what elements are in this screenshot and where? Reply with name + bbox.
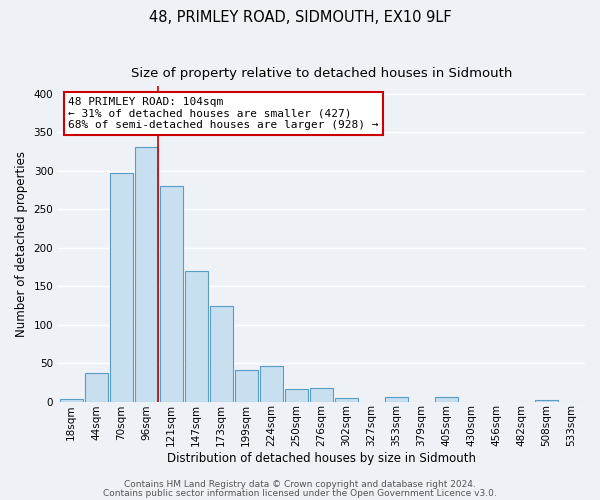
Bar — [210, 306, 233, 402]
Bar — [135, 148, 158, 402]
Bar — [335, 398, 358, 402]
Text: Contains public sector information licensed under the Open Government Licence v3: Contains public sector information licen… — [103, 489, 497, 498]
Bar — [535, 400, 558, 402]
Text: 48, PRIMLEY ROAD, SIDMOUTH, EX10 9LF: 48, PRIMLEY ROAD, SIDMOUTH, EX10 9LF — [149, 10, 451, 25]
Bar — [110, 173, 133, 402]
Bar — [285, 389, 308, 402]
Bar — [235, 370, 258, 402]
Bar — [435, 397, 458, 402]
Bar — [60, 399, 83, 402]
Title: Size of property relative to detached houses in Sidmouth: Size of property relative to detached ho… — [131, 68, 512, 80]
Bar — [185, 270, 208, 402]
Bar — [310, 388, 333, 402]
Text: Contains HM Land Registry data © Crown copyright and database right 2024.: Contains HM Land Registry data © Crown c… — [124, 480, 476, 489]
Bar — [160, 186, 183, 402]
Bar — [260, 366, 283, 402]
Bar — [85, 373, 108, 402]
X-axis label: Distribution of detached houses by size in Sidmouth: Distribution of detached houses by size … — [167, 452, 476, 465]
Bar — [385, 397, 408, 402]
Text: 48 PRIMLEY ROAD: 104sqm
← 31% of detached houses are smaller (427)
68% of semi-d: 48 PRIMLEY ROAD: 104sqm ← 31% of detache… — [68, 97, 379, 130]
Y-axis label: Number of detached properties: Number of detached properties — [15, 150, 28, 336]
